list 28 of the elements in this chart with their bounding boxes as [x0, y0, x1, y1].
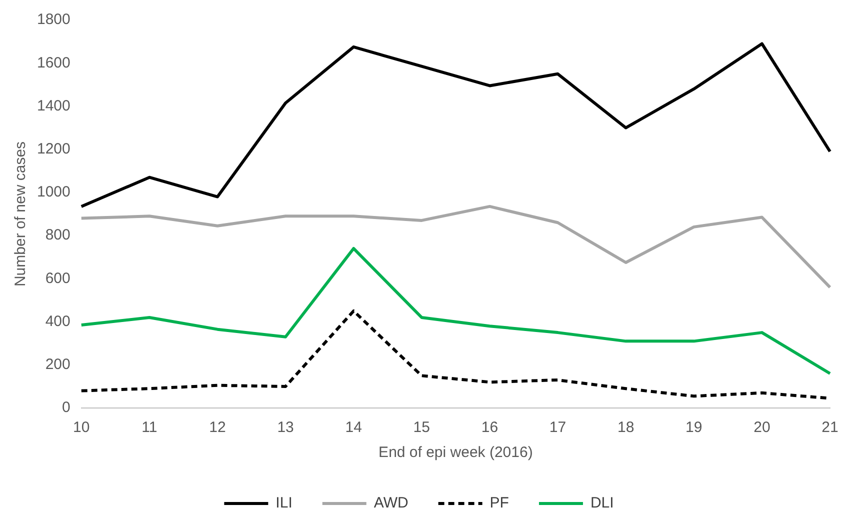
- legend-label: PF: [490, 494, 509, 512]
- y-tick-label: 1600: [36, 54, 70, 72]
- y-tick-label: 200: [45, 356, 70, 374]
- x-tick-label: 20: [754, 419, 770, 436]
- x-tick-label: 21: [822, 419, 838, 436]
- y-tick-label: 0: [62, 399, 70, 416]
- x-tick-label: 13: [277, 419, 294, 436]
- legend-label: ILI: [276, 494, 292, 512]
- x-tick-label: 12: [209, 419, 226, 436]
- y-tick-label: 1000: [36, 184, 70, 201]
- y-tick-label: 400: [45, 312, 70, 330]
- x-tick-label: 15: [413, 419, 430, 436]
- x-tick-label: 10: [73, 419, 90, 436]
- x-tick-label: 11: [142, 419, 158, 436]
- y-tick-label: 1200: [36, 140, 70, 158]
- x-tick-label: 14: [345, 419, 362, 436]
- legend-label: AWD: [374, 494, 408, 512]
- legend-label: DLI: [590, 494, 614, 512]
- y-tick-label: 1800: [36, 11, 70, 28]
- x-tick-label: 16: [481, 419, 498, 436]
- y-axis-title: Number of new cases: [12, 141, 30, 287]
- x-tick-label: 18: [617, 419, 634, 436]
- y-tick-label: 1400: [36, 97, 70, 114]
- x-axis-title: End of epi week (2016): [378, 444, 533, 462]
- y-tick-label: 600: [45, 270, 70, 287]
- x-tick-label: 17: [549, 419, 566, 436]
- y-tick-label: 800: [45, 226, 70, 244]
- x-tick-label: 19: [686, 419, 702, 436]
